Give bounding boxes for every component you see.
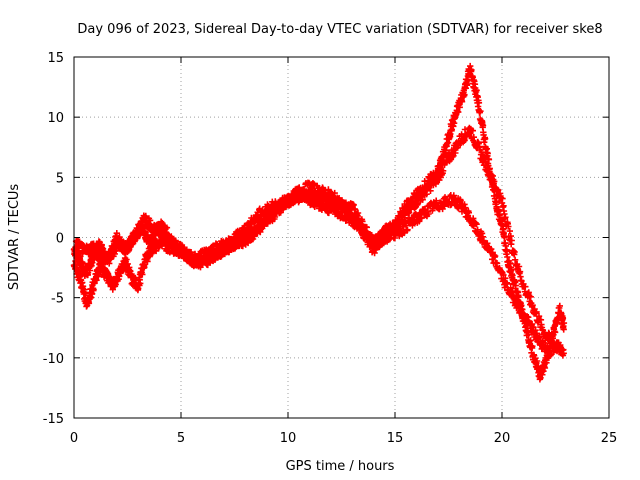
series-track-1	[70, 124, 567, 359]
y-tick-label: -15	[43, 412, 64, 427]
axis-ticks: 0 5 10 15 20 25 -15 -10 -5 0 5 10 15	[43, 51, 618, 446]
y-tick-label: 5	[56, 171, 64, 186]
series-track-3	[72, 187, 563, 359]
y-axis-label: SDTVAR / TECUs	[7, 184, 22, 291]
x-tick-label: 25	[601, 431, 618, 446]
y-tick-label: 15	[47, 51, 64, 66]
y-tick-label: -5	[51, 292, 64, 307]
x-tick-label: 5	[177, 431, 185, 446]
y-tick-label: -10	[43, 352, 64, 367]
y-tick-label: 0	[56, 232, 64, 247]
x-axis-label: GPS time / hours	[286, 459, 395, 474]
chart-title: Day 096 of 2023, Sidereal Day-to-day VTE…	[77, 22, 602, 37]
x-tick-label: 20	[494, 431, 511, 446]
data-series	[70, 62, 568, 383]
x-tick-label: 15	[387, 431, 404, 446]
x-tick-label: 0	[70, 431, 78, 446]
y-tick-label: 10	[47, 111, 64, 126]
x-tick-label: 10	[280, 431, 297, 446]
